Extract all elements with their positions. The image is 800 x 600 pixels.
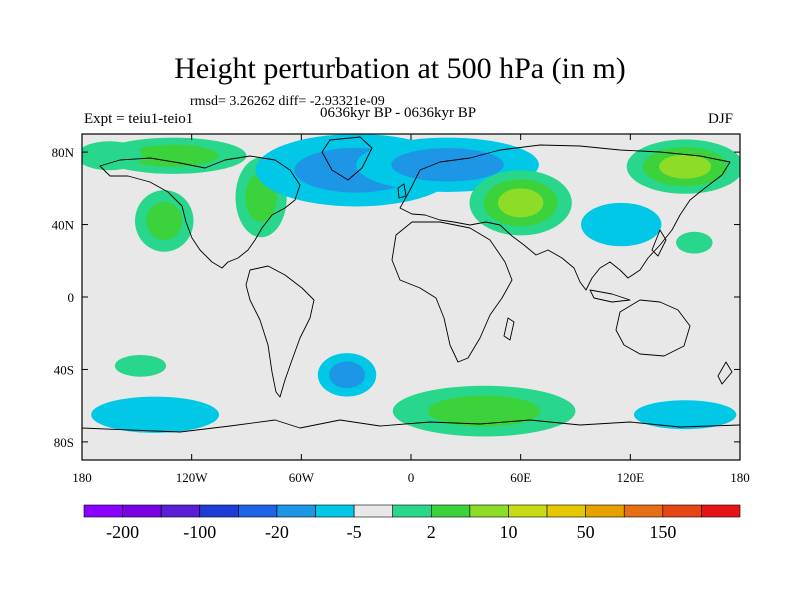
experiment-label: Expt = teiu1-teio1 (84, 111, 194, 127)
colorbar-swatch (199, 504, 239, 518)
colorbar-swatch (623, 504, 664, 518)
colorbar-swatch (83, 504, 123, 518)
colorbar-label: 50 (577, 522, 595, 542)
anomaly-region (82, 141, 143, 171)
stats-label: rmsd= 3.26262 diff= -2.93321e-09 (190, 94, 385, 109)
colorbar-swatch (160, 504, 201, 518)
anomaly-region (659, 154, 712, 179)
anomaly-region (329, 361, 366, 389)
colorbar-swatch (508, 504, 548, 518)
colorbar-swatch (392, 504, 432, 518)
coastline-british-isles (397, 183, 407, 199)
coastline-australia (615, 299, 691, 357)
colorbar-label: 150 (649, 522, 676, 542)
coastline-indonesia (589, 289, 631, 303)
period-label: 0636kyr BP - 0636kyr BP (320, 105, 477, 121)
colorbar: -200 -100 -20 -5 2 10 50 150 (83, 504, 741, 542)
coastline-madagascar (503, 317, 515, 341)
colorbar-swatch (122, 504, 162, 518)
y-axis: 80N 40N 0 40S 80S (52, 145, 740, 450)
anomaly-region (676, 231, 713, 254)
x-tick-label: 180 (730, 470, 750, 485)
x-tick-label: 120E (617, 470, 645, 485)
x-tick-label: 60E (510, 470, 531, 485)
colorbar-swatch (469, 504, 509, 518)
colorbar-swatch (430, 504, 471, 518)
coastlines (82, 136, 740, 433)
coastline-north-america (99, 155, 301, 269)
y-tick-label: 40S (54, 362, 74, 377)
colorbar-swatch (353, 504, 394, 518)
y-tick-label: 80S (54, 435, 74, 450)
x-axis: 180 120W 60W 0 60E 120E 180 (72, 134, 750, 485)
colorbar-swatch (662, 504, 702, 518)
y-tick-label: 80N (52, 145, 75, 160)
coastline-south-america (245, 265, 315, 398)
colorbar-swatch (315, 504, 355, 518)
colorbar-swatch (701, 504, 741, 518)
y-tick-label: 40N (52, 218, 75, 233)
anomaly-region (128, 144, 219, 167)
colorbar-swatch (546, 504, 586, 518)
colorbar-swatch (276, 504, 316, 518)
anomaly-region (580, 202, 662, 247)
coastline-africa (391, 221, 513, 363)
page-title: Height perturbation at 500 hPa (in m) (174, 52, 626, 85)
season-label: DJF (708, 111, 734, 127)
x-tick-label: 180 (72, 470, 92, 485)
coastline-japan (651, 229, 667, 257)
colorbar-label: 10 (499, 522, 517, 542)
x-tick-label: 0 (408, 470, 415, 485)
anomaly-region (91, 396, 220, 433)
anomaly-region (427, 395, 541, 427)
coastline-new-zealand (717, 361, 733, 385)
anomaly-region (146, 201, 183, 240)
colorbar-label: -20 (265, 522, 289, 542)
colorbar-label: -5 (347, 522, 362, 542)
anomaly-region (497, 188, 544, 218)
coastline-greenland (321, 136, 373, 181)
y-tick-label: 0 (68, 290, 75, 305)
coastline-eurasia (399, 144, 731, 291)
colorbar-swatch (238, 504, 278, 518)
colorbar-label: 2 (427, 522, 436, 542)
colorbar-swatch (585, 504, 625, 518)
colorbar-label: -100 (183, 522, 216, 542)
coastline-antarctica (82, 419, 740, 433)
anomaly-region (633, 400, 737, 430)
x-tick-label: 120W (176, 470, 209, 485)
x-tick-label: 60W (289, 470, 315, 485)
anomaly-layer (82, 134, 740, 437)
anomaly-region (114, 354, 167, 377)
colorbar-label: -200 (106, 522, 139, 542)
